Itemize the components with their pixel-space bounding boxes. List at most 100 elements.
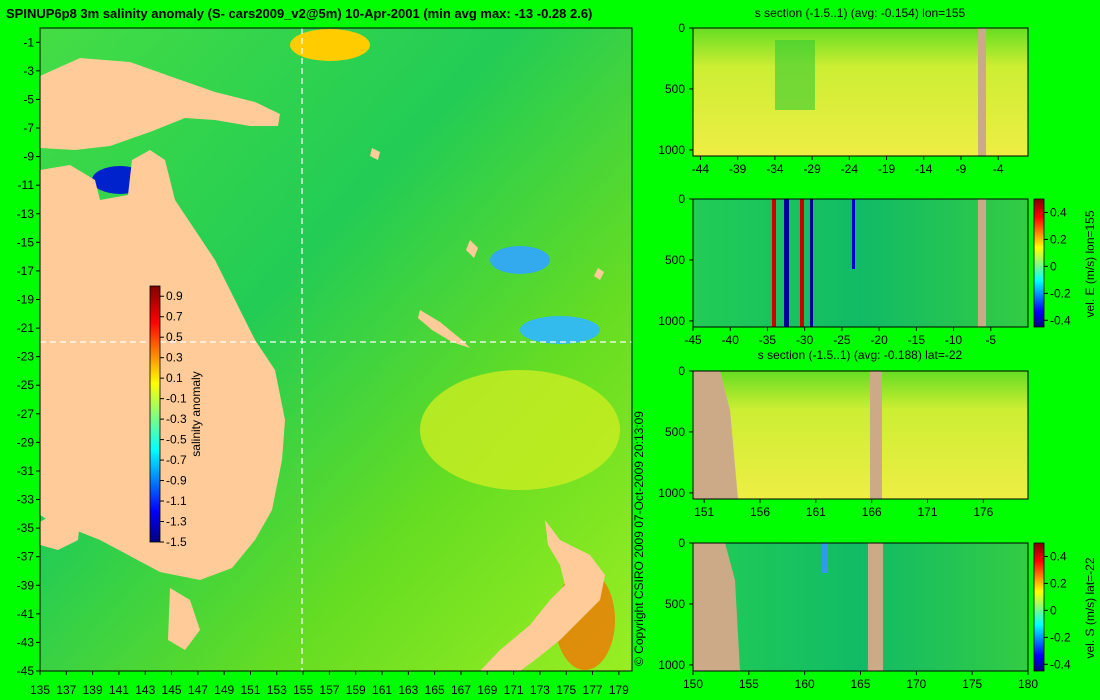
s-section-lat-x-tick-label: 161 [806, 505, 826, 519]
vel-e-colorbar-tick-label: 0.2 [1050, 232, 1067, 246]
map-y-tick-label: -19 [17, 292, 35, 306]
map-x-tick-label: 157 [319, 683, 339, 697]
s-section-lat-x-tick-label: 151 [694, 505, 714, 519]
map-colorbar-tick-label: -1.5 [166, 535, 187, 549]
s-section-lon-land [978, 28, 986, 156]
map-colorbar-tick-label: -0.3 [166, 412, 187, 426]
vel-s-colorbar-tick-label: 0 [1050, 603, 1057, 617]
map-x-tick-label: 151 [240, 683, 260, 697]
s-section-lat-title: s section (-1.5..1) (avg: -0.188) lat=-2… [758, 348, 963, 362]
map-x-tick-label: 145 [162, 683, 182, 697]
s-section-lat-y-tick-label: 500 [665, 425, 685, 439]
map-colorbar-tick-label: 0.3 [166, 351, 183, 365]
s-section-lon-title: s section (-1.5..1) (avg: -0.154) lon=15… [755, 6, 966, 20]
vel-s-section-x-tick-label: 155 [739, 677, 759, 691]
vel-e-section-x-tick-label: -10 [945, 333, 963, 347]
vel-e-colorbar-tick-label: -0.4 [1050, 313, 1071, 327]
map-y-tick-label: -7 [23, 121, 34, 135]
vel-s-colorbar-label: vel. S (m/s) lat=-22 [1083, 557, 1097, 658]
map-y-tick-label: -29 [17, 435, 35, 449]
anomaly-patch [420, 370, 620, 490]
vel-e-section-x-tick-label: -30 [796, 333, 814, 347]
island-land [370, 148, 380, 160]
map-colorbar-tick-label: 0.1 [166, 371, 183, 385]
new-zealand-land [480, 520, 605, 671]
map-frame [39, 27, 633, 672]
map-y-tick-label: -41 [17, 607, 35, 621]
map-y-tick-label: -33 [17, 493, 35, 507]
s-section-lon-y-tick-label: 1000 [658, 143, 685, 157]
australia-land [40, 150, 285, 580]
map-colorbar-tick-label: -0.1 [166, 392, 187, 406]
map-x-tick-label: 169 [477, 683, 497, 697]
vel-e-colorbar-tick-label: 0.4 [1050, 205, 1067, 219]
map-colorbar-tick-label: -1.3 [166, 515, 187, 529]
map-x-tick-label: 159 [346, 683, 366, 697]
map-y-tick-label: -27 [17, 407, 35, 421]
map-colorbar-tick-label: -0.7 [166, 453, 187, 467]
s-section-lon-patch [775, 40, 815, 110]
map-x-tick-label: 163 [398, 683, 418, 697]
vel-e-section-y-tick-label: 0 [678, 192, 685, 206]
map-y-tick-label: -5 [23, 92, 34, 106]
map-y-tick-label: -35 [17, 521, 35, 535]
s-section-lat-panel: s section (-1.5..1) (avg: -0.188) lat=-2… [658, 348, 1029, 519]
island-land [168, 588, 200, 650]
vel-e-jet [784, 199, 789, 327]
vel-s-section-y-tick-label: 500 [665, 597, 685, 611]
s-section-lat-x-tick-label: 176 [973, 505, 993, 519]
map-x-tick-label: 171 [504, 683, 524, 697]
map-y-tick-label: -11 [18, 178, 35, 192]
vel-e-section-y-axis: 0 500 1000 [658, 192, 693, 328]
s-section-lon-x-tick-label: -19 [878, 162, 896, 176]
map-x-axis: 135 137 139 141 143 145 147 149 151 153 155 157 159 1… [30, 671, 629, 697]
vel-s-section-x-tick-label: 170 [906, 677, 926, 691]
map-y-tick-label: -17 [17, 264, 35, 278]
s-section-lon-field [693, 28, 1028, 156]
vel-s-colorbar [1033, 542, 1045, 672]
map-y-tick-label: -13 [17, 207, 35, 221]
s-section-lat-y-axis: 0 500 1000 [658, 364, 693, 500]
tasmania-land [40, 510, 80, 550]
s-section-lon-x-tick-label: -39 [729, 162, 747, 176]
vel-s-section-land [868, 543, 883, 671]
map-y-tick-label: -25 [17, 378, 35, 392]
map-colorbar-tick-label: -1.1 [166, 494, 187, 508]
map-colorbar-tick-label: 0.5 [166, 330, 183, 344]
vel-s-section-panel: 150 155 160 165 170 175 180 0 500 1000 0.4 0.2 0 -0… [658, 536, 1097, 691]
vel-s-section-land [693, 543, 740, 671]
vel-s-colorbar-tick-label: -0.2 [1050, 630, 1071, 644]
vel-s-colorbar-tick-label: -0.4 [1050, 657, 1071, 671]
vel-e-section-x-tick-label: -5 [985, 333, 996, 347]
map-colorbar-tick-label: 0.9 [166, 289, 183, 303]
figure-title: SPINUP6p8 3m salinity anomaly (S- cars20… [6, 6, 592, 21]
s-section-lat-x-tick-label: 156 [750, 505, 770, 519]
s-section-lon-x-tick-label: -34 [766, 162, 784, 176]
vel-s-section-x-tick-label: 160 [795, 677, 815, 691]
map-x-tick-label: 137 [56, 683, 76, 697]
vel-e-section-y-tick-label: 500 [665, 253, 685, 267]
vel-e-section-x-tick-label: -15 [908, 333, 926, 347]
s-section-lon-x-tick-label: -24 [841, 162, 859, 176]
vel-e-section-land [978, 199, 986, 327]
map-y-tick-label: -23 [17, 350, 35, 364]
vel-e-colorbar-label: vel. E (m/s) lon=155 [1083, 210, 1097, 317]
vel-e-jet [772, 199, 776, 327]
map-x-tick-label: 161 [372, 683, 392, 697]
s-section-lat-x-tick-label: 171 [917, 505, 937, 519]
s-section-lon-frame [692, 27, 1029, 157]
map-x-tick-label: 139 [83, 683, 103, 697]
vel-e-section-x-tick-label: -20 [870, 333, 888, 347]
vel-s-jet [822, 543, 828, 573]
vel-s-section-x-tick-label: 175 [962, 677, 982, 691]
map-y-axis: -1 -3 -5 -7 -9 -11 -13 -15 -17 -19 -21 -23 -25 -27 -29… [17, 35, 40, 678]
map-y-tick-label: -21 [17, 321, 35, 335]
s-section-lat-frame [692, 370, 1029, 500]
vel-s-section-y-tick-label: 0 [678, 536, 685, 550]
map-y-tick-label: -43 [17, 635, 35, 649]
s-section-lat-land [870, 371, 882, 499]
s-section-lat-field [693, 371, 1028, 499]
map-x-tick-label: 179 [609, 683, 629, 697]
s-section-lon-y-tick-label: 500 [665, 82, 685, 96]
map-colorbar-ticks: 0.9 0.7 0.5 0.3 0.1 -0.1 -0.3 -0.5 -0.7 -0.9 -1.1 -… [160, 289, 187, 549]
